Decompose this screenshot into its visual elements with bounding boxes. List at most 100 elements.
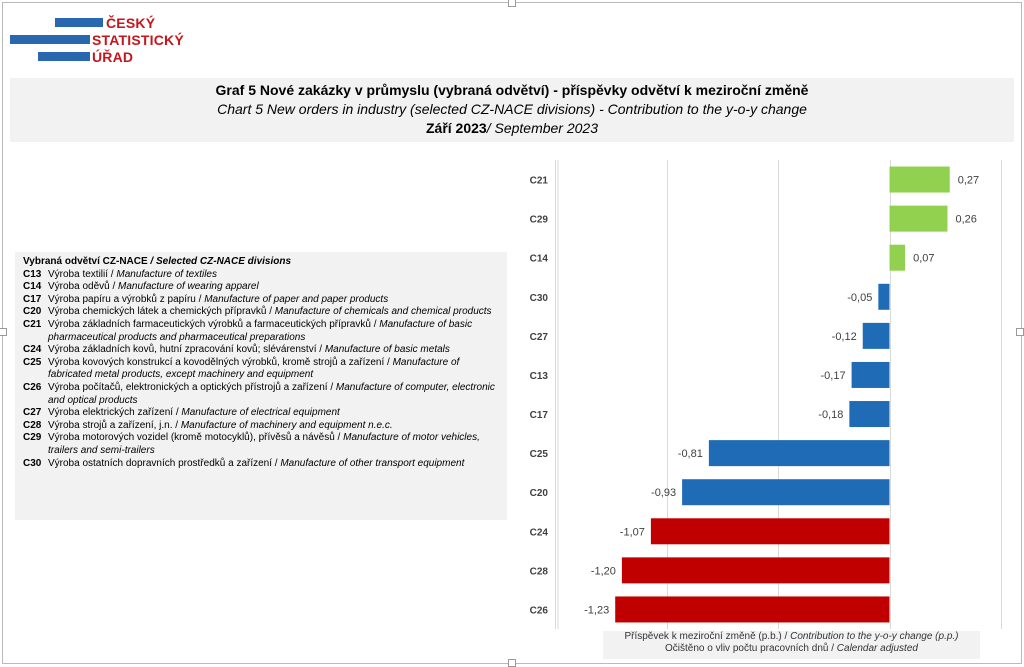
bar-c29 xyxy=(889,205,948,232)
legend-header-cz: Vybraná odvětví CZ-NACE xyxy=(23,256,148,267)
value-label-c14: 0,07 xyxy=(913,253,934,265)
legend-item-code: C24 xyxy=(23,344,42,356)
bar-c17 xyxy=(849,401,890,428)
legend-item-cz: Výroba elektrických zařízení / xyxy=(48,407,179,419)
value-label-c29: 0,26 xyxy=(955,214,976,226)
axis-note-line-1-en: Contribution to the y-o-y change (p.p.) xyxy=(787,631,959,642)
legend-item-code: C13 xyxy=(23,268,42,280)
legend-item-cz: Výroba základních kovů, hutní zpracování… xyxy=(48,344,323,356)
axis-note-line-1: Příspěvek k meziroční změně (p.b.) / Con… xyxy=(603,631,980,643)
legend-item-en: Manufacture of basic pharmaceutical prod… xyxy=(48,318,473,343)
resize-handle-left[interactable] xyxy=(0,328,7,336)
legend-item-en: Manufacture of electrical equipment xyxy=(178,407,340,419)
legend-item-c25: C25 Výroba kovových konstrukcí a kovoděln… xyxy=(15,357,507,382)
legend-item-cz: Výroba počítačů, elektronických a optick… xyxy=(48,381,334,393)
bar-c26 xyxy=(615,596,890,623)
legend-item-code: C28 xyxy=(23,419,42,431)
legend-item-en: Manufacture of machinery and equipment n… xyxy=(178,419,393,431)
axis-note-line-1-cz: Příspěvek k meziroční změně (p.b.) / xyxy=(624,631,788,642)
legend-item-c27: C27 Výroba elektrických zařízení / Manufa… xyxy=(15,407,507,420)
value-label-c17: -0,18 xyxy=(818,409,843,421)
legend-item-c13: C13 Výroba textilií / Manufacture of text… xyxy=(15,269,507,282)
legend-item-en: Manufacture of computer, electronic and … xyxy=(48,381,495,406)
legend-item-cz: Výroba chemických látek a chemických pří… xyxy=(48,306,272,318)
axis-note-line-2: Očištěno o vliv počtu pracovních dnů / C… xyxy=(603,643,980,655)
legend-item-code: C30 xyxy=(23,457,42,469)
legend-item-en: Manufacture of paper and paper products xyxy=(201,293,389,305)
legend-header: Vybraná odvětví CZ-NACE / Selected CZ-NA… xyxy=(15,252,507,269)
legend-item-c14: C14 Výroba oděvů / Manufacture of wearing… xyxy=(15,281,507,294)
value-label-c30: -0,05 xyxy=(847,292,872,304)
chart-period: Září 2023/ September 2023 xyxy=(10,119,1014,138)
bar-c25 xyxy=(708,440,890,467)
legend-item-code: C27 xyxy=(23,407,42,419)
legend-header-en: / Selected CZ-NACE divisions xyxy=(147,256,292,267)
legend-item-c29: C29 Výroba motorových vozidel (kromě moto… xyxy=(15,432,507,457)
category-label-c13: C13 xyxy=(530,371,549,382)
legend-item-cz: Výroba papíru a výrobků z papíru / xyxy=(48,293,202,305)
bar-c28 xyxy=(621,557,890,584)
legend-item-code: C20 xyxy=(23,306,42,318)
legend-item-c28: C28 Výroba strojů a zařízení, j.n. / Manu… xyxy=(15,420,507,433)
value-label-c27: -0,12 xyxy=(832,331,857,343)
value-label-c20: -0,93 xyxy=(651,487,676,499)
legend-item-code: C26 xyxy=(23,381,42,393)
category-label-c17: C17 xyxy=(530,410,549,421)
legend-item-en: Manufacture of wearing apparel xyxy=(115,281,259,293)
legend-item-en: Manufacture of motor vehicles, trailers … xyxy=(48,432,480,456)
chart-title-box: Graf 5 Nové zakázky v průmyslu (vybraná … xyxy=(10,78,1014,142)
bar-c13 xyxy=(851,361,890,388)
category-label-c25: C25 xyxy=(530,449,549,460)
logo-stripe xyxy=(38,52,90,61)
category-label-c29: C29 xyxy=(530,215,549,226)
logo-text-line: ČESKÝ xyxy=(106,15,156,31)
logo-stripe xyxy=(10,35,90,44)
division-legend: Vybraná odvětví CZ-NACE / Selected CZ-NA… xyxy=(15,252,507,520)
bar-c20 xyxy=(682,479,890,506)
logo-text-line: ÚŘAD xyxy=(92,49,134,65)
axis-note-line-2-en: Calendar adjusted xyxy=(834,643,918,654)
bar-c21 xyxy=(889,166,950,193)
category-label-c14: C14 xyxy=(530,254,549,265)
axis-note-line-2-cz: Očištěno o vliv počtu pracovních dnů / xyxy=(665,643,835,654)
legend-item-cz: Výroba motorových vozidel (kromě motocyk… xyxy=(48,432,341,444)
chart-title-en: Chart 5 New orders in industry (selected… xyxy=(217,101,807,117)
legend-item-code: C29 xyxy=(23,432,42,444)
legend-item-en: Manufacture of textiles xyxy=(113,268,217,280)
period-en: / September 2023 xyxy=(486,120,598,136)
bar-c14 xyxy=(889,244,906,271)
category-label-c21: C21 xyxy=(530,176,549,187)
legend-item-c21: C21 Výroba základních farmaceutických výr… xyxy=(15,319,507,344)
category-label-c24: C24 xyxy=(530,527,549,538)
legend-item-en: Manufacture of other transport equipment xyxy=(277,457,465,469)
legend-item-cz: Výroba strojů a zařízení, j.n. / xyxy=(48,419,179,431)
legend-item-c26: C26 Výroba počítačů, elektronických a opt… xyxy=(15,382,507,407)
bar-c30 xyxy=(878,283,890,310)
legend-item-cz: Výroba textilií / xyxy=(48,268,114,280)
legend-item-code: C25 xyxy=(23,356,42,368)
value-label-c25: -0,81 xyxy=(678,448,703,460)
legend-item-en: Manufacture of basic metals xyxy=(322,344,450,356)
czso-logo: ČESKÝ STATISTICKÝ ÚŘAD xyxy=(10,15,200,65)
bar-c24 xyxy=(650,518,890,545)
category-label-c28: C28 xyxy=(530,566,549,577)
legend-item-cz: Výroba základních farmaceutických výrobk… xyxy=(48,318,377,330)
legend-item-en: Manufacture of fabricated metal products… xyxy=(48,356,460,381)
category-label-c27: C27 xyxy=(530,332,549,343)
value-label-c28: -1,20 xyxy=(591,565,616,577)
value-label-c13: -0,17 xyxy=(821,370,846,382)
value-label-c24: -1,07 xyxy=(620,526,645,538)
legend-item-cz: Výroba kovových konstrukcí a kovodělných… xyxy=(48,356,390,368)
legend-item-c20: C20 Výroba chemických látek a chemických … xyxy=(15,306,507,319)
legend-item-code: C14 xyxy=(23,281,42,293)
value-label-c26: -1,23 xyxy=(584,604,609,616)
category-label-c26: C26 xyxy=(530,605,549,616)
legend-item-cz: Výroba ostatních dopravních prostředků a… xyxy=(48,457,278,469)
legend-item-cz: Výroba oděvů / xyxy=(48,281,116,293)
legend-item-en: Manufacture of chemicals and chemical pr… xyxy=(271,306,492,318)
logo-stripe xyxy=(55,18,103,27)
legend-item-c17: C17 Výroba papíru a výrobků z papíru / Ma… xyxy=(15,294,507,307)
period-cz: Září 2023 xyxy=(425,120,487,136)
resize-handle-top[interactable] xyxy=(508,0,516,7)
